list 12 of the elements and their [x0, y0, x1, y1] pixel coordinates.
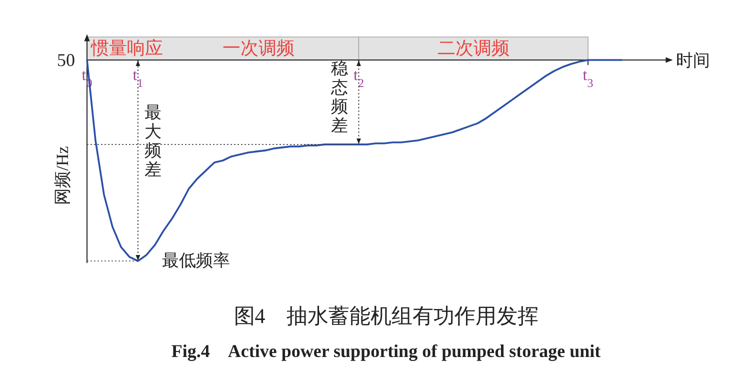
x-tick-label: t$_{2}$ — [354, 67, 364, 90]
annotation: 最大频差 — [144, 103, 162, 179]
text: Fig.4 Active power supporting of pumped storage unit — [171, 341, 601, 361]
annotation: 最低频率 — [162, 251, 230, 270]
phase-header: 惯量响应 一次调频 二次调频 — [86, 36, 588, 60]
x-axis-title: 时间 — [676, 51, 710, 70]
x-tick-label: t$_{1}$ — [132, 67, 144, 90]
text: 图4 抽水蓄能机组有功作用发挥 — [234, 304, 538, 328]
x-tick-label: t$_{3}$ — [582, 67, 594, 90]
text: 50 — [57, 50, 75, 70]
y-axis-title: 网频/Hz — [53, 146, 72, 205]
annotation: 稳态频差 — [330, 59, 348, 135]
